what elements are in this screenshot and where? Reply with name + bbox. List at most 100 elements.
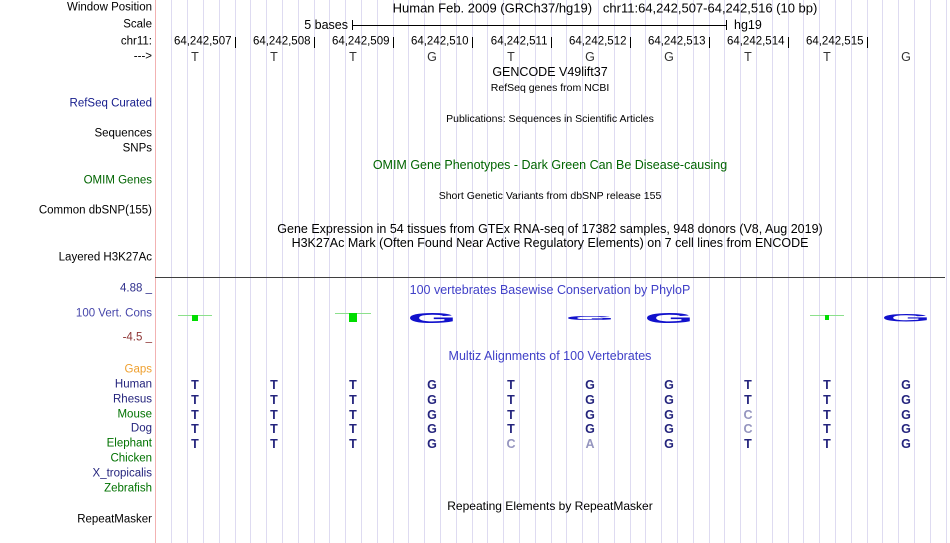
gridline <box>297 0 299 543</box>
gridline <box>629 0 631 543</box>
gridline <box>202 0 204 543</box>
alignment-base-letter: T <box>349 437 357 452</box>
conservation-mark-g: G <box>407 309 457 326</box>
conservation-mark-g: G <box>565 314 615 321</box>
species-label-human[interactable]: Human <box>114 378 152 391</box>
track-title-gencode[interactable]: GENCODE V49lift37 <box>492 64 608 79</box>
track-title-conservation[interactable]: 100 vertebrates Basewise Conservation by… <box>409 282 691 297</box>
alignment-base-letter: T <box>191 407 199 422</box>
alignment-base-letter: T <box>823 437 831 452</box>
assembly-tag: hg19 <box>734 17 762 32</box>
scale-ruler-right-tick <box>726 20 727 30</box>
coordinate-tick <box>550 36 552 48</box>
alignment-base-letter: C <box>743 422 753 437</box>
strand-base-letter: T <box>191 49 199 64</box>
alignment-base-letter: T <box>349 407 357 422</box>
coordinate-tick <box>471 36 473 48</box>
alignment-base-letter: T <box>823 422 831 437</box>
coordinate-label: 64,242,515 <box>805 35 864 48</box>
conservation-mark-g: G <box>881 311 931 324</box>
track-label-repeatmasker[interactable]: RepeatMasker <box>77 513 152 526</box>
track-title-multiz[interactable]: Multiz Alignments of 100 Vertebrates <box>448 348 652 363</box>
track-label-sequences[interactable]: Sequences <box>94 126 152 139</box>
alignment-base-letter: G <box>427 377 437 392</box>
gridline <box>503 0 505 543</box>
species-label-zebrafish[interactable]: Zebrafish <box>104 482 152 495</box>
alignment-base-letter: T <box>349 377 357 392</box>
track-separator-line <box>155 277 945 278</box>
alignment-base-letter: G <box>427 422 437 437</box>
track-title-publications[interactable]: Publications: Sequences in Scientific Ar… <box>446 112 654 125</box>
alignment-base-letter: T <box>744 377 752 392</box>
gridline <box>803 0 805 543</box>
strand-base-letter: G <box>664 49 674 64</box>
gridline <box>345 0 347 543</box>
alignment-base-letter: G <box>901 392 911 407</box>
gridline <box>645 0 647 543</box>
gridline <box>439 0 441 543</box>
strand-base-letter: T <box>744 49 752 64</box>
gridline <box>266 0 268 543</box>
position-title: chr11:64,242,507-64,242,516 (10 bp) <box>602 0 818 16</box>
scale-ruler-left-tick <box>352 20 353 30</box>
track-title-dbsnp[interactable]: Short Genetic Variants from dbSNP releas… <box>438 189 662 202</box>
coordinate-tick <box>708 36 710 48</box>
species-label-rhesus[interactable]: Rhesus <box>113 392 152 405</box>
alignment-base-letter: G <box>901 422 911 437</box>
gridline <box>724 0 726 543</box>
assembly-title: Human Feb. 2009 (GRCh37/hg19) <box>392 0 593 16</box>
track-title-refseq[interactable]: RefSeq genes from NCBI <box>490 81 610 94</box>
track-label-gaps[interactable]: Gaps <box>124 363 153 376</box>
strand-base-letter: T <box>270 49 278 64</box>
track-title-repeatmasker[interactable]: Repeating Elements by RepeatMasker <box>447 499 653 513</box>
alignment-base-letter: T <box>823 392 831 407</box>
coordinate-label: 64,242,508 <box>252 35 311 48</box>
species-label-mouse[interactable]: Mouse <box>117 407 152 420</box>
track-label-100-vert-cons[interactable]: 100 Vert. Cons <box>75 306 152 319</box>
conservation-mark-t-stem <box>348 313 358 322</box>
species-label-dog[interactable]: Dog <box>130 422 152 435</box>
track-label-refseq-curated[interactable]: RefSeq Curated <box>69 96 152 109</box>
alignment-base-letter: T <box>744 437 752 452</box>
strand-base-letter: G <box>427 49 437 64</box>
coordinate-label: 64,242,510 <box>410 35 469 48</box>
alignment-base-letter: T <box>823 377 831 392</box>
gridline <box>471 0 473 543</box>
coordinate-label: 64,242,512 <box>568 35 627 48</box>
gridline <box>708 0 710 543</box>
alignment-base-letter: G <box>664 422 674 437</box>
coordinate-tick <box>392 36 394 48</box>
coordinate-tick <box>629 36 631 48</box>
alignment-base-letter: G <box>585 422 595 437</box>
coordinate-label: 64,242,514 <box>726 35 785 48</box>
gridline <box>455 0 457 543</box>
track-label-omim-genes[interactable]: OMIM Genes <box>83 173 152 186</box>
track-title-omim[interactable]: OMIM Gene Phenotypes - Dark Green Can Be… <box>372 157 728 172</box>
track-title-h3k27ac[interactable]: H3K27Ac Mark (Often Found Near Active Re… <box>291 235 809 250</box>
track-title-gtex[interactable]: Gene Expression in 54 tissues from GTEx … <box>277 221 823 236</box>
species-label-x_tropicalis[interactable]: X_tropicalis <box>92 467 152 480</box>
gridline <box>676 0 678 543</box>
track-label-layered-h3k27ac[interactable]: Layered H3K27Ac <box>58 250 152 263</box>
gridline <box>408 0 410 543</box>
alignment-base-letter: T <box>270 377 278 392</box>
gridline <box>487 0 489 543</box>
track-label-common-dbsnp[interactable]: Common dbSNP(155) <box>38 204 152 217</box>
alignment-base-letter: C <box>506 437 516 452</box>
gridline <box>834 0 836 543</box>
alignment-base-letter: T <box>191 377 199 392</box>
alignment-base-letter: G <box>664 392 674 407</box>
alignment-base-letter: T <box>507 422 515 437</box>
coordinate-tick <box>234 36 236 48</box>
track-label-snps[interactable]: SNPs <box>122 141 152 154</box>
gridline <box>819 0 821 543</box>
species-label-chicken[interactable]: Chicken <box>110 452 152 465</box>
alignment-base-letter: T <box>270 422 278 437</box>
gridline <box>787 0 789 543</box>
conservation-axis-max: 4.88 _ <box>120 281 152 294</box>
gridline <box>550 0 552 543</box>
strand-base-letter: G <box>585 49 595 64</box>
left-guide-line <box>155 0 156 543</box>
species-label-elephant[interactable]: Elephant <box>106 437 152 450</box>
alignment-base-letter: T <box>349 422 357 437</box>
